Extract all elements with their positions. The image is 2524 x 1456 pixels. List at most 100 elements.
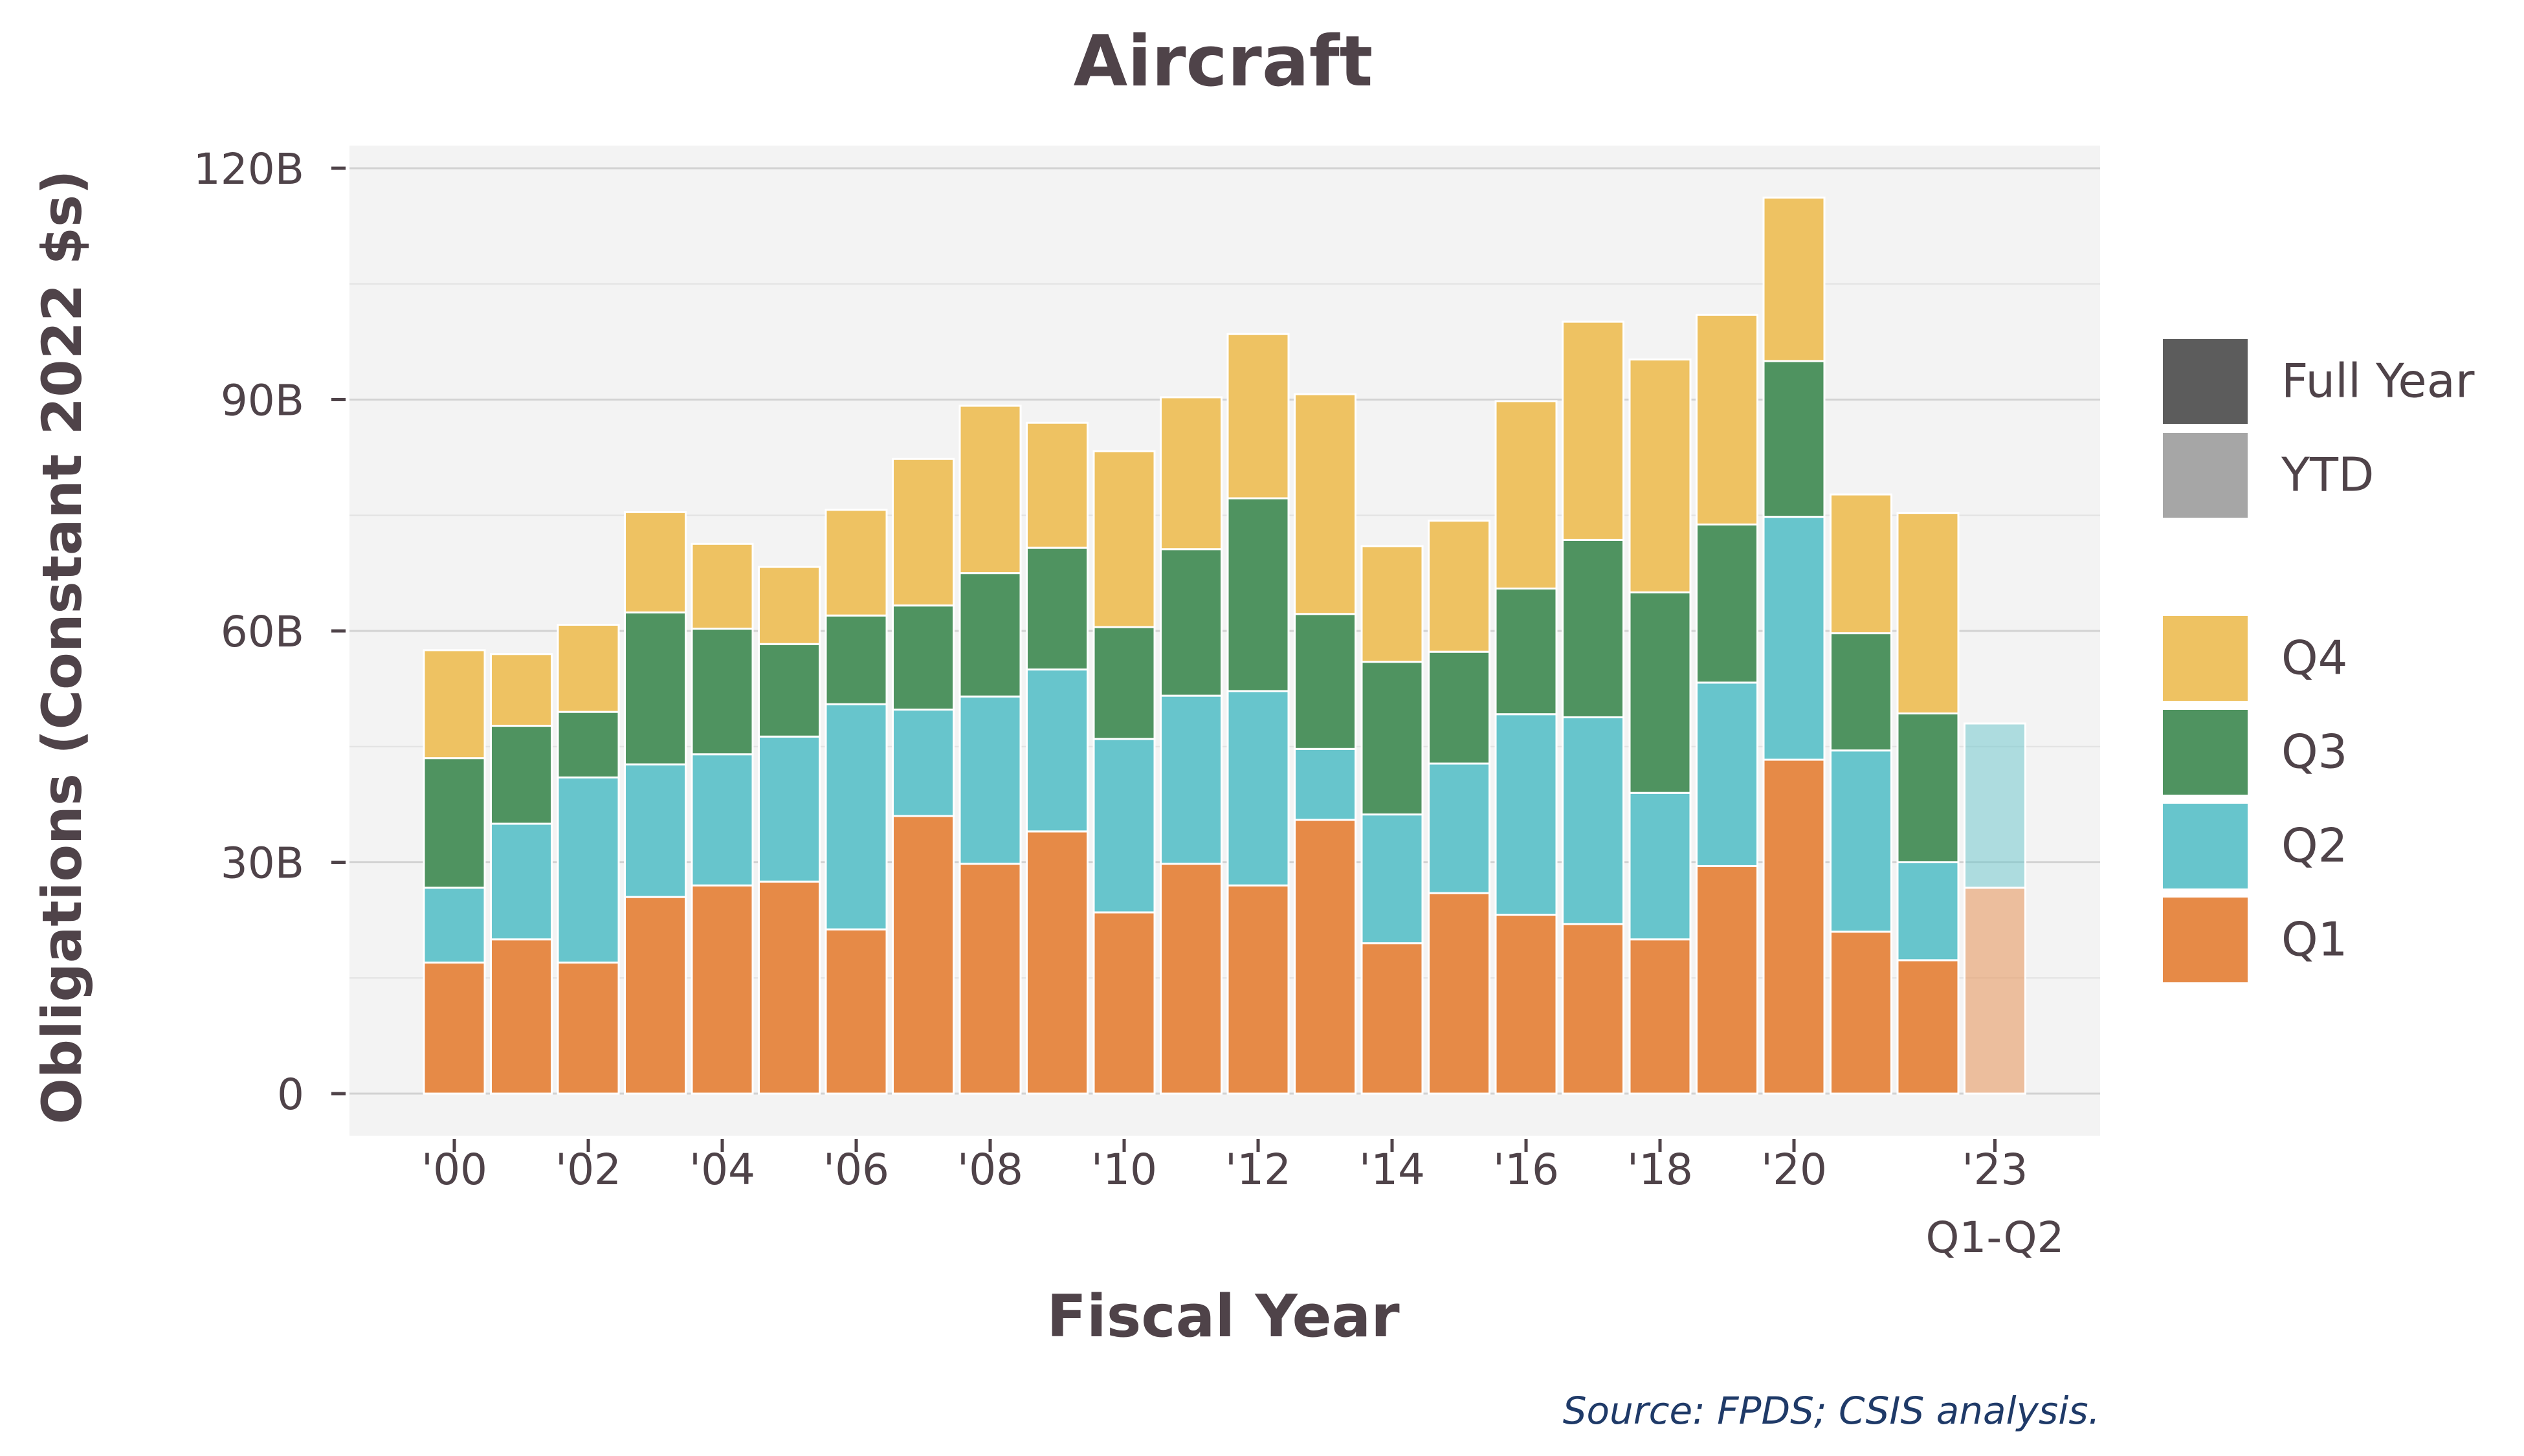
- bar-segment-2022-q3: [1896, 712, 1960, 863]
- bar-segment-2014-q1: [1360, 942, 1424, 1095]
- bar-segment-2000-q4: [423, 649, 486, 760]
- bar-segment-2012-q3: [1226, 497, 1290, 692]
- legend-key-q4: [2160, 613, 2250, 703]
- bar-segment-2016-q3: [1494, 587, 1558, 716]
- legend-key-q1: [2160, 895, 2250, 985]
- bar-segment-2008-q2: [958, 695, 1022, 865]
- bar-segment-2023-q2: [1964, 722, 2026, 889]
- bar-segment-2008-q1: [958, 863, 1022, 1095]
- bar-segment-2013-q3: [1294, 613, 1356, 750]
- bar-segment-2005-q3: [758, 643, 821, 738]
- bar-segment-2005-q2: [758, 735, 821, 883]
- bar-segment-2001-q4: [490, 653, 553, 727]
- bar-segment-2012-q2: [1226, 690, 1290, 887]
- bar-segment-2013-q4: [1294, 393, 1356, 615]
- bar-segment-2017-q4: [1562, 320, 1624, 541]
- bar-segment-2008-q4: [958, 404, 1022, 575]
- y-tick-label: 120B: [194, 144, 304, 194]
- bar-segment-2002-q4: [557, 623, 620, 713]
- bar-segment-2006-q2: [825, 703, 888, 931]
- bar-segment-2022-q2: [1896, 861, 1960, 962]
- bar-segment-2014-q2: [1360, 813, 1424, 945]
- legend-key-full-year: [2160, 336, 2250, 426]
- legend-key-ytd: [2160, 430, 2250, 520]
- bar-segment-2018-q2: [1628, 791, 1692, 941]
- bar-segment-2015-q4: [1428, 520, 1490, 653]
- bar-segment-2020-q3: [1762, 360, 1826, 518]
- legend-label: Q3: [2281, 725, 2347, 779]
- bar-segment-2011-q4: [1160, 396, 1223, 551]
- legend-label: Q2: [2281, 819, 2347, 873]
- bar-segment-2019-q2: [1696, 681, 1758, 867]
- bar-segment-2017-q1: [1562, 923, 1624, 1095]
- bar-segment-2002-q2: [557, 776, 620, 964]
- bar-segment-2021-q2: [1830, 749, 1892, 933]
- bar-segment-2010-q1: [1092, 911, 1156, 1095]
- x-tick-label: '10: [1091, 1145, 1157, 1195]
- bar-segment-2009-q3: [1026, 546, 1089, 671]
- bar-segment-2009-q2: [1026, 668, 1089, 833]
- bar-segment-2006-q4: [825, 509, 888, 617]
- x-tick-label: '18: [1627, 1145, 1693, 1195]
- bar-segment-2013-q2: [1294, 747, 1356, 821]
- bar-segment-2015-q3: [1428, 650, 1490, 765]
- bar-segment-2020-q1: [1762, 758, 1826, 1095]
- bar-segment-2009-q4: [1026, 421, 1089, 549]
- bar-segment-2001-q1: [490, 938, 553, 1095]
- bars: [423, 196, 2026, 1095]
- bar-segment-2009-q1: [1026, 830, 1089, 1095]
- bar-segment-2014-q4: [1360, 545, 1424, 663]
- bar-segment-2011-q1: [1160, 863, 1223, 1095]
- x-tick-label: '04: [689, 1145, 755, 1195]
- bar-segment-2018-q1: [1628, 938, 1692, 1095]
- bar-segment-2007-q4: [892, 458, 955, 607]
- bar-segment-2021-q4: [1830, 493, 1892, 635]
- bar-segment-2010-q3: [1092, 626, 1156, 740]
- bar-segment-2019-q4: [1696, 313, 1758, 526]
- y-axis: 0 30B 60B 90B 120B: [194, 144, 346, 1120]
- bar-segment-2021-q3: [1830, 632, 1892, 752]
- bar-segment-2016-q4: [1494, 400, 1558, 590]
- bar-segment-2011-q3: [1160, 548, 1223, 697]
- bar-segment-2019-q1: [1696, 865, 1758, 1095]
- x-tick-label: '00: [421, 1145, 487, 1195]
- bar-segment-2020-q4: [1762, 196, 1826, 362]
- x-tick-label: '14: [1359, 1145, 1425, 1195]
- y-tick-label: 60B: [221, 607, 304, 657]
- bar-segment-2013-q1: [1294, 819, 1356, 1095]
- bar-segment-2006-q1: [825, 928, 888, 1095]
- y-tick-label: 90B: [221, 376, 304, 426]
- chart-title: Aircraft: [1074, 21, 1373, 102]
- x-tick-label: '12: [1225, 1145, 1291, 1195]
- bar-segment-2010-q2: [1092, 738, 1156, 914]
- legend-label: Q4: [2281, 631, 2347, 685]
- x-tick-sublabel: Q1-Q2: [1925, 1213, 2064, 1263]
- bar-segment-2007-q1: [892, 815, 955, 1095]
- bar-segment-2019-q3: [1696, 524, 1758, 684]
- legend-label: YTD: [2281, 448, 2374, 502]
- bar-segment-2011-q2: [1160, 694, 1223, 865]
- bar-segment-2014-q3: [1360, 661, 1424, 816]
- bar-segment-2007-q2: [892, 709, 955, 817]
- bar-segment-2015-q2: [1428, 762, 1490, 894]
- bar-segment-2003-q2: [624, 763, 687, 898]
- bar-segment-2021-q1: [1830, 931, 1892, 1095]
- bar-segment-2023-q1: [1964, 887, 2026, 1095]
- bar-segment-2006-q3: [825, 614, 888, 705]
- bar-segment-2020-q2: [1762, 516, 1826, 761]
- x-tick-label: '16: [1493, 1145, 1559, 1195]
- bar-segment-2001-q2: [490, 822, 553, 941]
- bar-segment-2003-q4: [624, 511, 687, 613]
- bar-segment-2017-q3: [1562, 538, 1624, 718]
- x-axis: '00 '02 '04 '06 '08 '10 '12 '14 '16 '18 '20 '23 Q1-Q…: [421, 1139, 2065, 1263]
- bar-segment-2018-q3: [1628, 591, 1692, 794]
- bar-segment-2002-q3: [557, 711, 620, 778]
- bar-segment-2010-q4: [1092, 450, 1156, 628]
- bar-segment-2005-q1: [758, 880, 821, 1095]
- bar-segment-2000-q2: [423, 887, 486, 964]
- x-tick-label: '02: [555, 1145, 621, 1195]
- bar-segment-2015-q1: [1428, 892, 1490, 1095]
- bar-segment-2004-q4: [691, 542, 754, 630]
- y-tick-label: 30B: [221, 839, 304, 888]
- bar-segment-2003-q1: [624, 896, 687, 1095]
